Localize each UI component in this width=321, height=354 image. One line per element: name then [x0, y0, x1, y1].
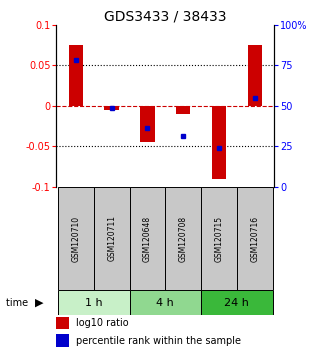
- Text: 4 h: 4 h: [156, 298, 174, 308]
- Title: GDS3433 / 38433: GDS3433 / 38433: [104, 10, 227, 24]
- Bar: [94, 187, 130, 290]
- Text: GSM120708: GSM120708: [179, 215, 188, 262]
- Text: GSM120711: GSM120711: [107, 216, 116, 262]
- Text: ▶: ▶: [35, 298, 44, 308]
- Bar: [212, 106, 226, 178]
- Bar: [56, 316, 69, 329]
- Text: GSM120648: GSM120648: [143, 215, 152, 262]
- Bar: [69, 45, 83, 106]
- Bar: [176, 106, 190, 114]
- Bar: [130, 187, 165, 290]
- Bar: [237, 187, 273, 290]
- Text: percentile rank within the sample: percentile rank within the sample: [76, 336, 241, 346]
- Text: GSM120710: GSM120710: [71, 215, 80, 262]
- Text: GSM120716: GSM120716: [250, 215, 259, 262]
- Bar: [165, 187, 201, 290]
- Bar: [56, 335, 69, 347]
- Text: 1 h: 1 h: [85, 298, 103, 308]
- Bar: [58, 290, 130, 315]
- Bar: [58, 187, 94, 290]
- Bar: [201, 187, 237, 290]
- Bar: [140, 106, 155, 142]
- Text: log10 ratio: log10 ratio: [76, 318, 128, 328]
- Text: GSM120715: GSM120715: [214, 215, 223, 262]
- Text: 24 h: 24 h: [224, 298, 249, 308]
- Bar: [130, 290, 201, 315]
- Bar: [201, 290, 273, 315]
- Bar: [247, 45, 262, 106]
- Bar: [104, 106, 119, 110]
- Text: time: time: [6, 298, 32, 308]
